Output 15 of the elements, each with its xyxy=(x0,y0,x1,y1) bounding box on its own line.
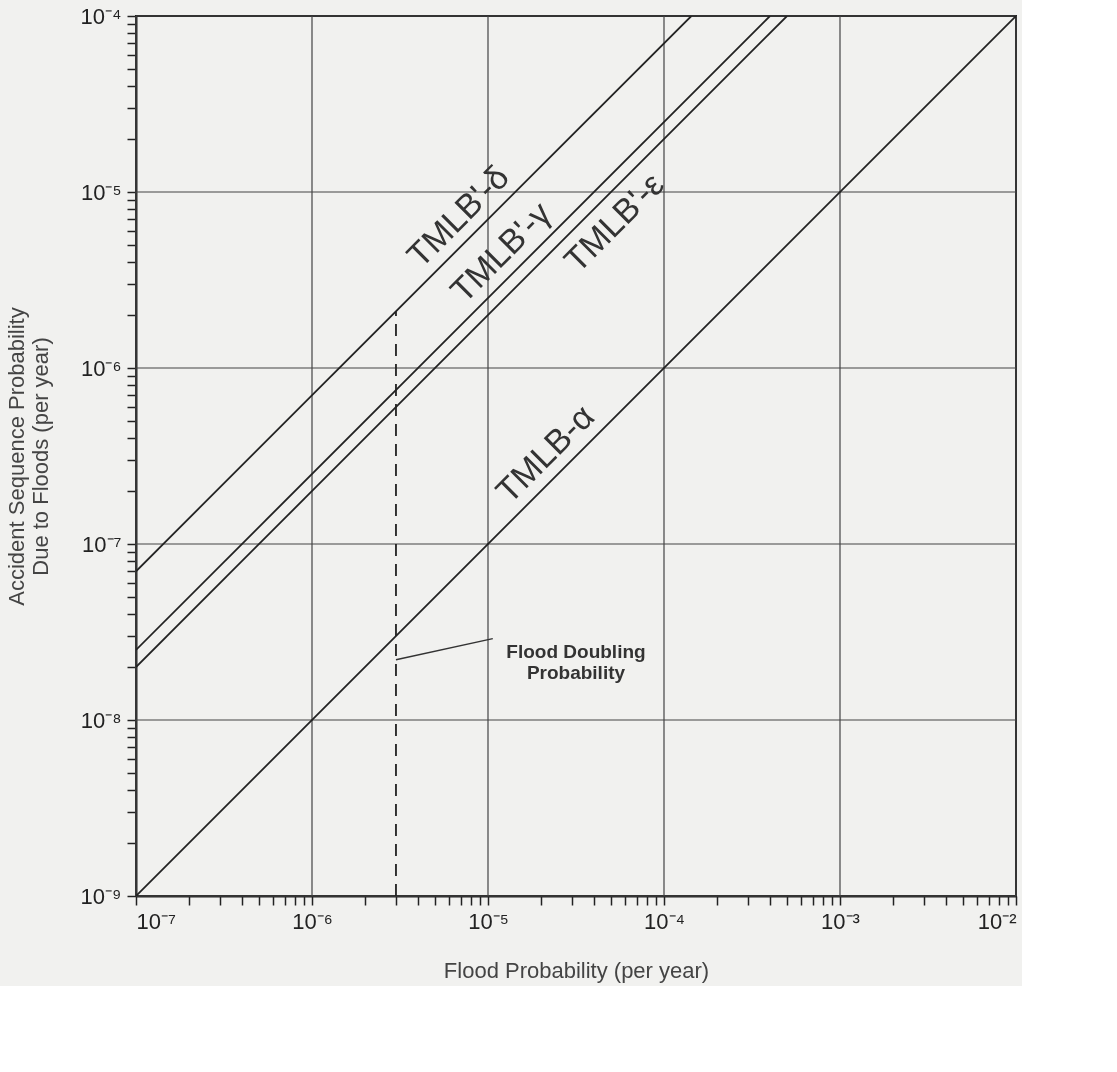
x-tick-label: 10⁻³ xyxy=(821,908,860,934)
y-axis-title: Accident Sequence Probability Due to Floods (per year) xyxy=(3,307,53,606)
annotation: Flood Doubling Probability xyxy=(506,640,646,683)
y-tick-label: 10⁻⁷ xyxy=(82,531,122,557)
y-tick-label: 10⁻⁵ xyxy=(80,179,122,205)
x-tick-label: 10⁻⁴ xyxy=(644,908,685,934)
y-tick-label: 10⁻⁸ xyxy=(80,707,122,733)
x-axis-title: Flood Probability (per year) xyxy=(443,957,710,983)
x-tick-label: 10⁻⁷ xyxy=(136,908,176,934)
x-tick-label: 10⁻⁶ xyxy=(292,908,333,934)
y-tick-label: 10⁻⁴ xyxy=(80,3,122,29)
y-tick-label: 10⁻⁶ xyxy=(80,355,122,381)
x-tick-label: 10⁻⁵ xyxy=(468,908,509,934)
x-tick-label: 10⁻² xyxy=(977,908,1017,934)
y-tick-label: 10⁻⁹ xyxy=(80,883,122,909)
